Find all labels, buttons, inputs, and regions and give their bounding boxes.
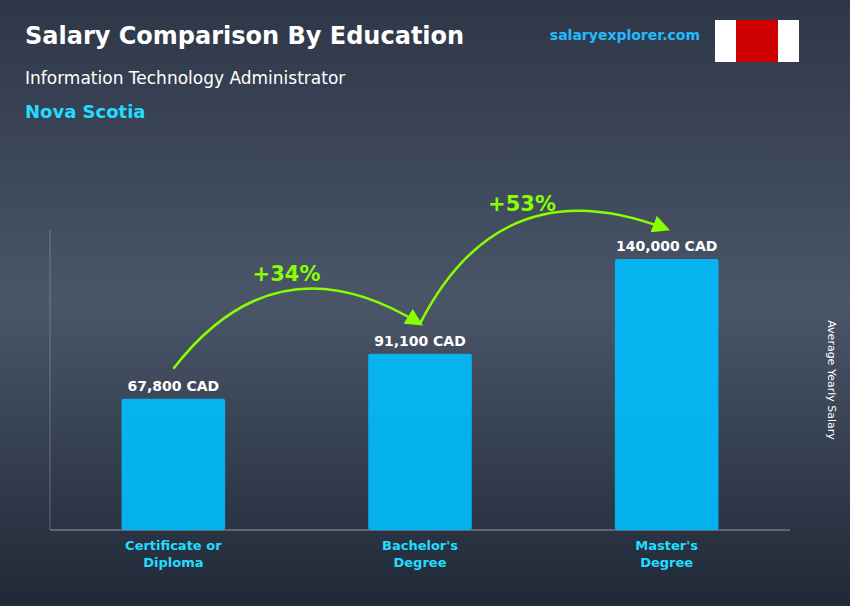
flag-red: [715, 20, 799, 62]
category-line: Bachelor's: [382, 538, 458, 553]
category-line: Degree: [640, 555, 693, 570]
flag-leaf: [745, 27, 769, 55]
change-arrow: [173, 288, 420, 368]
category-line: Degree: [394, 555, 447, 570]
change-label: +53%: [488, 192, 556, 216]
bar: [122, 399, 226, 530]
flag-white: [778, 20, 799, 62]
category-line: Master's: [635, 538, 698, 553]
bars: [122, 259, 719, 530]
category-line: Certificate or: [125, 538, 222, 553]
value-label: 91,100 CAD: [374, 333, 466, 349]
y-axis-label: Average Yearly Salary: [825, 320, 838, 440]
flag-white: [715, 20, 736, 62]
category-label: Certificate or Diploma: [125, 538, 222, 570]
value-label: 140,000 CAD: [616, 238, 717, 254]
location: Nova Scotia: [25, 101, 146, 122]
bar: [615, 259, 719, 530]
change-arrow: [420, 211, 667, 324]
change-label: +34%: [253, 262, 321, 286]
subtitle: Information Technology Administrator: [25, 68, 345, 88]
value-label: 67,800 CAD: [128, 378, 220, 394]
category-label: Bachelor's Degree: [382, 538, 458, 570]
y-axis-line: [50, 230, 51, 530]
title: Salary Comparison By Education: [25, 22, 464, 50]
category-line: Diploma: [143, 555, 203, 570]
chart: Salary Comparison By Education Informatio…: [0, 0, 850, 606]
background: [0, 0, 850, 606]
category-label: Master's Degree: [635, 538, 698, 570]
bar: [368, 354, 472, 530]
flag: [715, 20, 799, 62]
brand: salaryexplorer.com: [550, 27, 700, 43]
